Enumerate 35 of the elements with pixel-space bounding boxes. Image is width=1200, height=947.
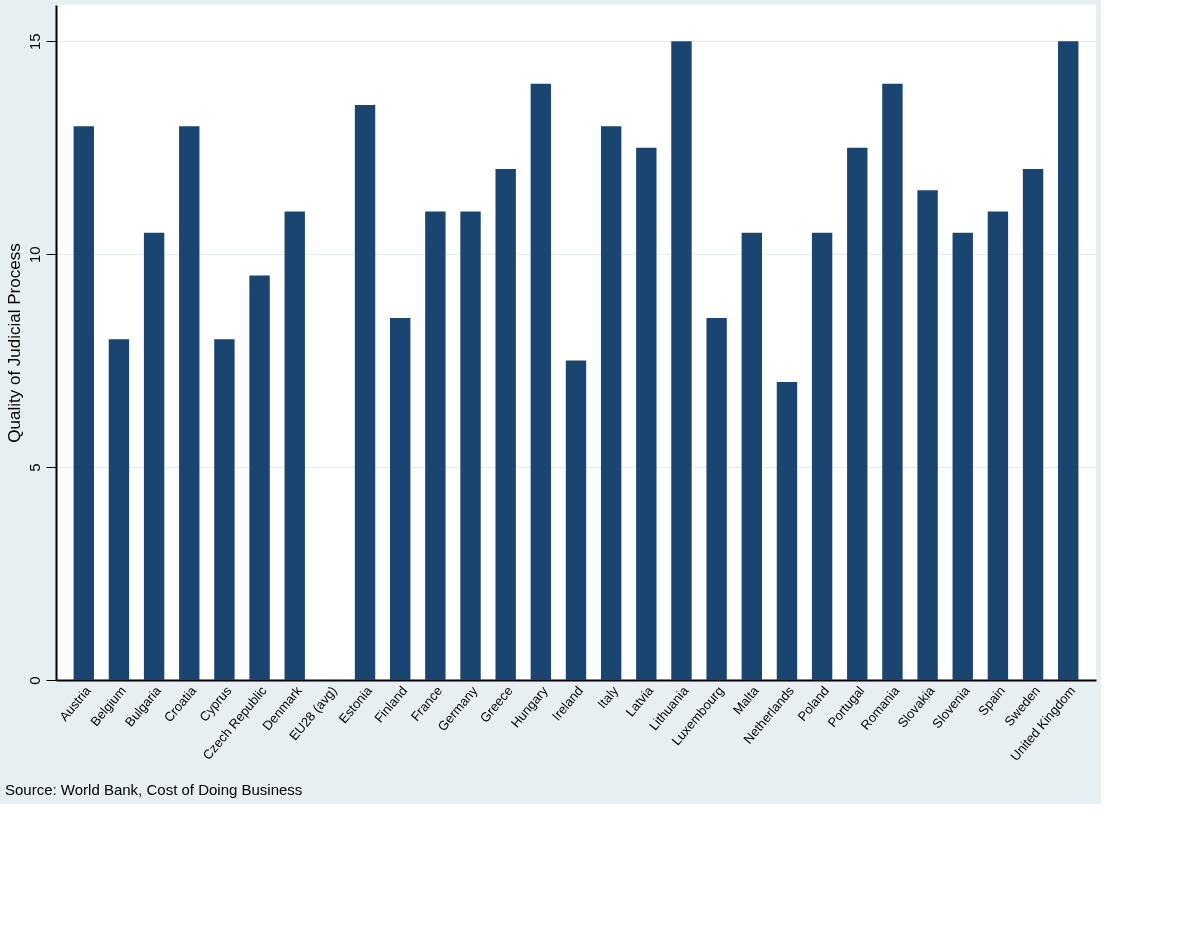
bar <box>811 232 833 680</box>
bar <box>987 211 1009 680</box>
bar <box>917 190 938 680</box>
bar <box>460 211 481 680</box>
bar <box>249 275 270 680</box>
bar <box>108 339 130 680</box>
bar <box>636 147 657 680</box>
bar <box>530 83 552 680</box>
bar <box>741 232 762 680</box>
source-note: Source: World Bank, Cost of Doing Business <box>5 781 303 799</box>
y-tick-label: 10 <box>25 246 43 263</box>
bar <box>882 83 903 680</box>
bar <box>776 381 798 680</box>
bar <box>214 339 235 680</box>
bar <box>495 168 516 680</box>
bar <box>565 360 587 680</box>
bar <box>1022 168 1044 680</box>
y-tick-label: 15 <box>25 33 43 51</box>
y-tick-label: 0 <box>25 676 43 685</box>
bar <box>706 318 727 680</box>
y-tick-label: 5 <box>25 463 43 472</box>
x-tick-label: Italy <box>594 682 622 712</box>
bar <box>143 232 165 680</box>
bar <box>73 126 94 680</box>
bar <box>179 126 200 680</box>
bar <box>952 232 973 680</box>
bar <box>354 105 376 680</box>
bar <box>425 211 446 680</box>
bar <box>600 126 622 680</box>
bar <box>671 41 692 680</box>
bar <box>390 318 411 680</box>
bar <box>284 211 305 680</box>
y-axis-title: Quality of Judicial Process <box>4 243 24 443</box>
bar <box>1058 41 1079 680</box>
bar <box>847 147 868 680</box>
